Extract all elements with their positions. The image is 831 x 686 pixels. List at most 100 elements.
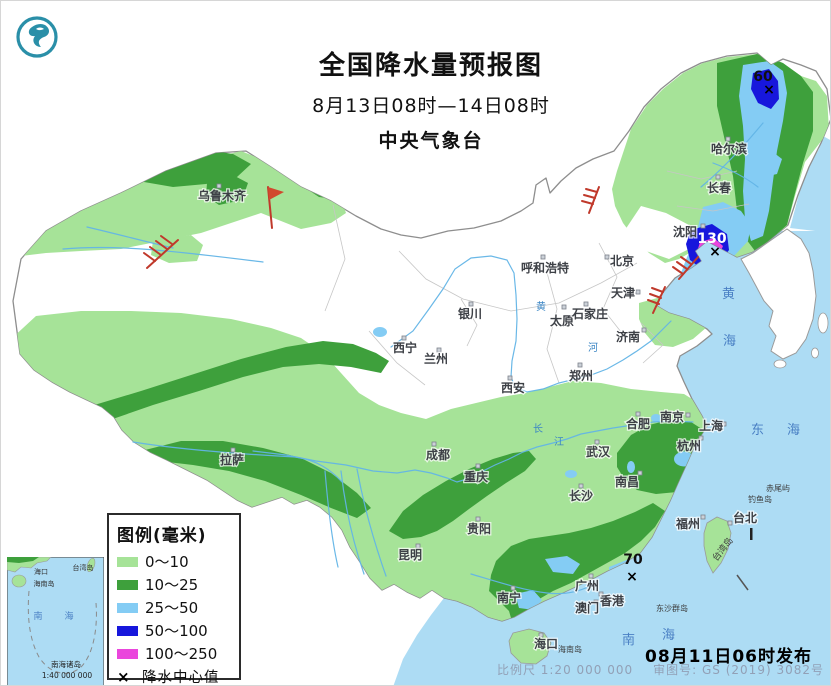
city-label: 沈阳 — [673, 224, 697, 239]
sea-name-label: 海 — [787, 423, 801, 438]
title-block: 全国降水量预报图 8月13日08时—14日08时 中央气象台 — [312, 45, 550, 153]
wind-barb — [143, 235, 179, 269]
city: 长沙 — [568, 483, 594, 504]
legend-color-chip — [117, 556, 138, 567]
legend-item-label: 25～50 — [145, 599, 199, 617]
legend-item: 0～10 — [117, 550, 231, 573]
city-marker — [507, 375, 513, 381]
city-label: 台北 — [733, 510, 757, 525]
city-marker — [700, 223, 706, 229]
legend-color-chip — [117, 579, 138, 590]
city-label: 南京 — [660, 409, 684, 424]
city-marker — [725, 136, 731, 142]
city-marker — [401, 335, 407, 341]
city-marker — [475, 463, 481, 469]
city: 西宁 — [392, 335, 418, 356]
city-marker — [578, 483, 584, 489]
city-marker — [598, 591, 604, 597]
city-label: 太原 — [550, 313, 574, 328]
inset-label: 台湾岛 — [73, 563, 94, 572]
island-name-label: 东沙群岛 — [656, 603, 688, 613]
city: 台北 — [727, 509, 758, 526]
city-marker — [685, 412, 691, 418]
city: 石家庄 — [570, 301, 609, 322]
city: 北京 — [604, 252, 635, 269]
river-name-label: 江 — [554, 436, 564, 448]
island-name-label: 海南岛 — [558, 644, 582, 654]
city: 济南 — [615, 327, 647, 345]
city-marker — [721, 421, 727, 427]
city: 杭州 — [676, 435, 704, 454]
legend-item: 50～100 — [117, 619, 231, 642]
city-label: 长沙 — [569, 488, 593, 503]
city-label: 上海 — [699, 418, 723, 433]
city-label: 广州 — [575, 578, 599, 593]
city-label: 呼和浩特 — [521, 260, 569, 275]
city: 南宁 — [496, 585, 522, 606]
city-label: 杭州 — [677, 438, 701, 453]
city: 沈阳 — [672, 223, 706, 240]
precip-center: 70× — [623, 552, 643, 585]
city-marker — [216, 183, 222, 189]
city: 哈尔滨 — [710, 136, 748, 157]
city: 西安 — [500, 375, 526, 396]
city: 南京 — [659, 408, 691, 425]
precip-center-cross-icon: × — [709, 244, 721, 260]
city: 郑州 — [568, 362, 594, 384]
city-marker — [431, 441, 437, 447]
city: 合肥 — [625, 411, 651, 432]
precip-center: 60× — [753, 69, 775, 98]
sea-labels-layer: 黄海东 海南海 — [622, 287, 801, 648]
city-marker — [577, 362, 583, 368]
city: 银川 — [457, 301, 483, 322]
inset-label: 海口 — [34, 567, 48, 576]
city: 太原 — [549, 304, 575, 329]
wind-barb — [267, 186, 284, 229]
city-label: 福州 — [675, 516, 700, 531]
sea-name-label: 黄 — [722, 287, 736, 302]
legend-item-label: 50～100 — [145, 622, 208, 640]
city: 呼和浩特 — [520, 254, 570, 276]
city-label: 重庆 — [464, 469, 488, 484]
legend-center-marker-item: × 降水中心值 — [117, 665, 231, 686]
city-marker — [698, 435, 704, 441]
city-marker — [588, 573, 594, 579]
city-marker — [594, 439, 600, 445]
city-label: 哈尔滨 — [711, 141, 747, 156]
sea-name-label: 南 — [622, 632, 636, 648]
city-marker — [700, 514, 706, 520]
wind-barb — [672, 256, 699, 280]
city-label: 香港 — [599, 593, 625, 608]
precip-center-value: 70 — [623, 552, 643, 568]
inset-label: 海 — [64, 610, 73, 622]
city-label: 贵阳 — [467, 521, 491, 536]
city-label: 天津 — [611, 285, 635, 300]
city-label: 南昌 — [615, 474, 639, 489]
legend-item-label: 100～250 — [145, 645, 218, 663]
sea-name-label: 海 — [662, 628, 676, 643]
precip-center-cross-icon: × — [626, 569, 638, 585]
city: 乌鲁木齐 — [197, 183, 248, 204]
city-label: 西宁 — [393, 340, 417, 355]
city-label: 银川 — [458, 306, 482, 321]
islands-layer — [508, 516, 753, 665]
city-marker — [593, 599, 599, 605]
island-name-label: 钓鱼岛 — [748, 494, 772, 504]
city-label: 郑州 — [569, 368, 593, 383]
legend-color-chip — [117, 625, 138, 636]
legend-item-label: 0～10 — [145, 553, 189, 571]
precip-center-value: 60 — [753, 69, 773, 85]
city: 贵阳 — [466, 516, 492, 537]
precip-center-value: 130 — [697, 231, 726, 247]
sea-name-label: 海 — [723, 334, 737, 349]
taiwan-island — [703, 516, 732, 574]
legend-rows: 0～10 10～25 25～50 50～100 100～250 × 降水中心值 — [117, 550, 231, 686]
city: 海口 — [533, 632, 559, 652]
city: 成都 — [425, 441, 451, 463]
city-marker — [604, 254, 610, 260]
legend-item: 25～50 — [117, 596, 231, 619]
legend-item-label: 10～25 — [145, 576, 199, 594]
map-scale: 比例尺 1:20 000 000 — [496, 663, 634, 677]
